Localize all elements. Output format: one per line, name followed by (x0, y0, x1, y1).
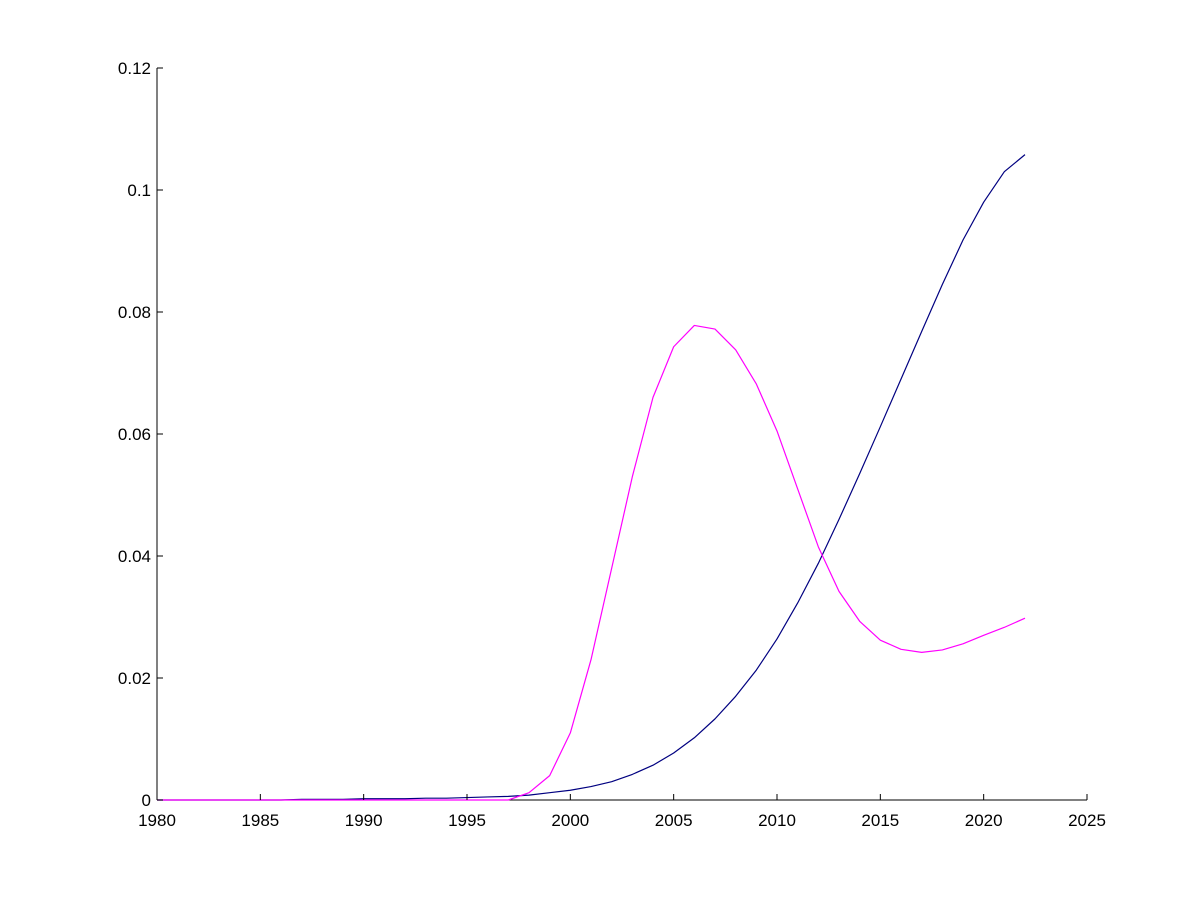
x-tick-label: 2005 (655, 811, 693, 830)
x-tick-label: 2015 (861, 811, 899, 830)
series-line-1 (157, 154, 1026, 801)
y-tick-label: 0.06 (118, 425, 151, 444)
x-axis-ticks: 1980 1985 1990 1995 2000 2005 2010 2015 2020 2025 (138, 794, 1106, 830)
y-tick-label: 0.1 (127, 181, 151, 200)
y-tick-label: 0 (142, 791, 151, 810)
series-lines (157, 154, 1026, 801)
x-tick-label: 2000 (551, 811, 589, 830)
axes (156, 68, 1087, 801)
y-tick-label: 0.08 (118, 303, 151, 322)
x-tick-label: 1980 (138, 811, 176, 830)
x-tick-label: 2020 (965, 811, 1003, 830)
x-tick-label: 1995 (448, 811, 486, 830)
y-axis-ticks: 0 0.02 0.04 0.06 0.08 0.1 0.12 (118, 59, 163, 810)
x-tick-label: 2025 (1068, 811, 1106, 830)
y-tick-label: 0.02 (118, 669, 151, 688)
y-tick-label: 0.04 (118, 547, 151, 566)
x-tick-label: 2010 (758, 811, 796, 830)
x-tick-label: 1990 (345, 811, 383, 830)
series-line-2 (157, 324, 1026, 801)
x-tick-label: 1985 (241, 811, 279, 830)
y-tick-label: 0.12 (118, 59, 151, 78)
